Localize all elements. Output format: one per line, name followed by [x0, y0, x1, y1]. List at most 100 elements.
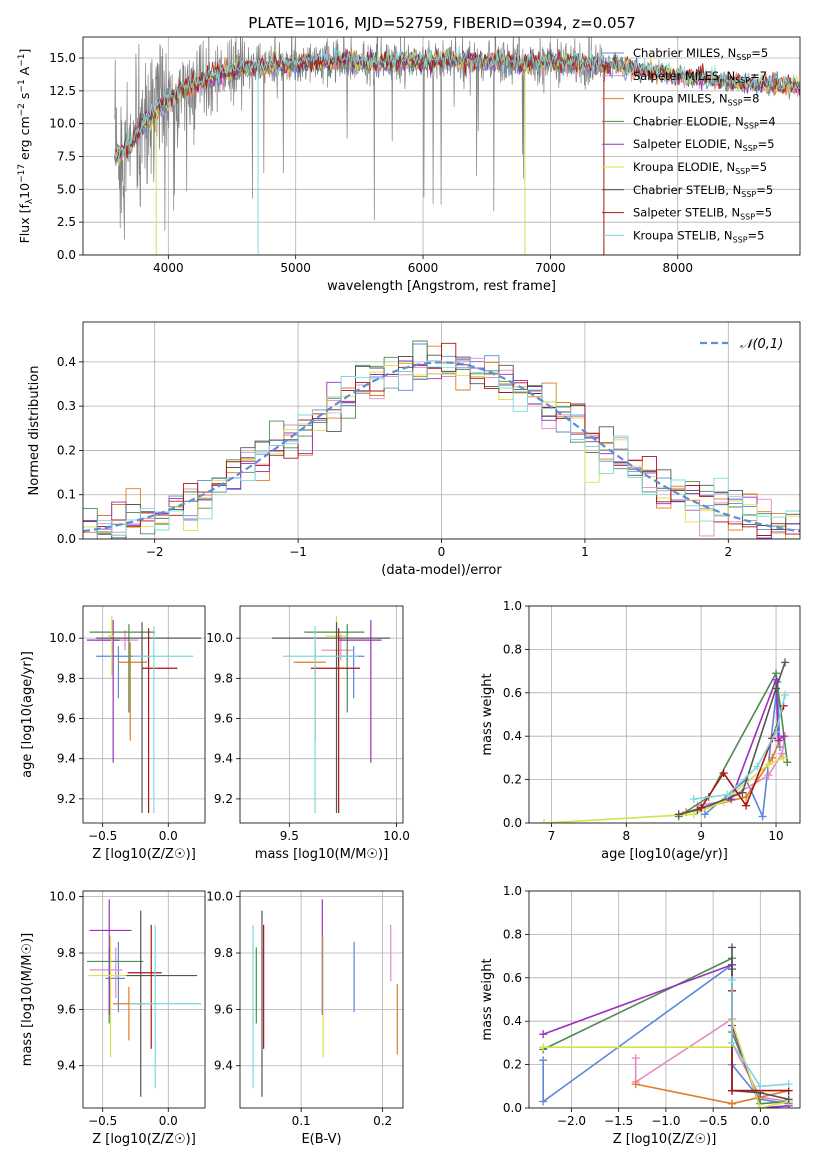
x-tick-label: −1	[289, 545, 307, 559]
model-spectrum-line	[114, 46, 800, 160]
x-tick-label: −2	[146, 545, 164, 559]
y-tick-label: 0.8	[503, 642, 522, 656]
y-tick-label: 0.4	[503, 1014, 522, 1028]
plot-area	[83, 340, 800, 539]
y-tick-label: 0.1	[57, 488, 76, 502]
histogram-step	[83, 357, 800, 539]
x-tick-label: 2	[724, 545, 732, 559]
x-axis-label: age [log10(age/yr)]	[601, 847, 728, 862]
x-tick-label: 4000	[153, 261, 184, 275]
x-tick-label: 8	[623, 829, 631, 843]
y-tick-label: 9.6	[57, 712, 76, 726]
figure-title: PLATE=1016, MJD=52759, FIBERID=0394, z=0…	[248, 14, 635, 32]
y-tick-label: 9.4	[57, 752, 76, 766]
y-axis-label: Normed distribution	[27, 366, 42, 496]
axes-frame	[82, 890, 206, 1109]
legend-entry: 𝒩(0,1)	[740, 337, 783, 352]
x-tick-label: 10	[768, 829, 783, 843]
axes-mass_vs_ebv: 0.1 0.2 9.4 9.6 9.8 10.0 E(B-V)	[206, 890, 404, 1147]
y-tick-label: 1.0	[503, 884, 522, 898]
x-tick-label: 0.1	[292, 1114, 311, 1128]
weight-line	[693, 694, 786, 800]
y-tick-label: 9.8	[57, 671, 76, 685]
axes-frame	[528, 890, 801, 1109]
y-tick-label: 0.2	[503, 773, 522, 787]
y-tick-label: 9.4	[57, 1059, 76, 1073]
x-tick-label: 9.5	[280, 829, 299, 843]
y-tick-label: 0.3	[57, 399, 76, 413]
axes-spectrum: 4000 5000 6000 7000 8000 0.0 2.5 5.0 7.5 10.0 12.5…	[17, 36, 801, 294]
y-tick-label: 1.0	[503, 599, 522, 613]
y-axis-label: mass weight	[480, 958, 495, 1040]
x-tick-label: 7	[548, 829, 556, 843]
y-tick-label: 0.4	[503, 729, 522, 743]
legend-entry: Salpeter MILES, NSSP=7	[633, 69, 767, 85]
x-tick-label: 5000	[280, 261, 311, 275]
y-tick-label: 10.0	[49, 890, 76, 904]
y-tick-label: 10.0	[206, 631, 233, 645]
y-tick-label: 2.5	[57, 215, 76, 229]
y-tick-label: 9.4	[214, 1059, 233, 1073]
axes-frame	[82, 321, 801, 540]
x-tick-label: −0.5	[88, 829, 117, 843]
x-tick-label: 10.0	[383, 829, 410, 843]
legend-entry: Chabrier ELODIE, NSSP=4	[633, 114, 776, 130]
x-axis-label: (data-model)/error	[381, 563, 502, 578]
axes-mass_vs_Z: −0.5 0.0 9.4 9.6 9.8 10.0 Z [log10(Z/Z☉)] mass …	[20, 890, 206, 1147]
axes-frame	[82, 605, 206, 824]
x-tick-label: 8000	[662, 261, 693, 275]
y-tick-label: 9.2	[214, 792, 233, 806]
y-tick-label: 0.0	[503, 816, 522, 830]
y-tick-label: 9.2	[57, 792, 76, 806]
y-axis-label: mass [log10(M/M☉)]	[20, 933, 35, 1066]
x-tick-label: 0.0	[159, 1114, 178, 1128]
legend-entry: Chabrier MILES, NSSP=5	[633, 46, 768, 62]
x-axis-label: Z [log10(Z/Z☉)]	[92, 1132, 196, 1147]
x-tick-label: 6000	[408, 261, 439, 275]
x-axis-label: wavelength [Angstrom, rest frame]	[327, 279, 556, 294]
axes-weight_vs_age: 7 8 9 10 0.0 0.2 0.4 0.6 0.8 1.0 age [log10(age/yr…	[480, 599, 801, 862]
histogram-step	[83, 342, 800, 539]
axes-residual_hist: −2 −1 0 1 2 0.0 0.1 0.2 0.3 0.4 (data-model)/error…	[27, 321, 801, 578]
x-axis-label: E(B-V)	[301, 1132, 341, 1147]
x-tick-label: 1	[581, 545, 589, 559]
legend-entry: Kroupa MILES, NSSP=8	[633, 92, 759, 108]
y-tick-label: 9.6	[214, 712, 233, 726]
y-tick-label: 7.5	[57, 150, 76, 164]
y-tick-label: 0.4	[57, 355, 76, 369]
axes-weight_vs_Z: −2.0 −1.5 −1.0 −0.5 0.0 0.0 0.2 0.4 0.6 0.8 1.0 Z […	[480, 884, 801, 1147]
x-tick-label: 0.2	[373, 1114, 392, 1128]
y-tick-label: 0.6	[503, 686, 522, 700]
axes-frame	[239, 890, 404, 1109]
plot-area	[252, 899, 398, 1097]
x-tick-label: −1.0	[651, 1114, 680, 1128]
weight-line	[543, 757, 784, 823]
y-tick-label: 5.0	[57, 182, 76, 196]
y-axis-label: age [log10(age/yr)]	[20, 651, 35, 778]
data-spectrum-line	[114, 37, 606, 240]
x-tick-label: 7000	[535, 261, 566, 275]
legend-entry: Chabrier STELIB, NSSP=5	[633, 183, 773, 199]
weight-line	[678, 670, 789, 818]
x-tick-label: −0.5	[88, 1114, 117, 1128]
y-tick-label: 10.0	[206, 890, 233, 904]
x-tick-label: −0.5	[699, 1114, 728, 1128]
plot-area	[86, 616, 202, 813]
x-axis-label: Z [log10(Z/Z☉)]	[92, 847, 196, 862]
x-tick-label: 0.0	[159, 829, 178, 843]
legend-entry: Salpeter ELODIE, NSSP=5	[633, 137, 775, 153]
legend-entry: Salpeter STELIB, NSSP=5	[633, 206, 772, 222]
y-tick-label: 9.8	[57, 946, 76, 960]
y-tick-label: 9.6	[57, 1002, 76, 1016]
plot-area	[539, 943, 793, 1108]
legend-entry: Kroupa STELIB, NSSP=5	[633, 228, 764, 244]
axes-frame	[528, 605, 801, 824]
y-tick-label: 10.0	[49, 631, 76, 645]
y-axis-label: Flux [fλ10−17 erg cm−2 s−1 A−1]	[17, 49, 35, 244]
plot-area	[114, 37, 800, 255]
y-tick-label: 9.8	[214, 671, 233, 685]
weight-line	[635, 1083, 789, 1105]
y-tick-label: 9.6	[214, 1002, 233, 1016]
histogram-step	[83, 362, 800, 536]
